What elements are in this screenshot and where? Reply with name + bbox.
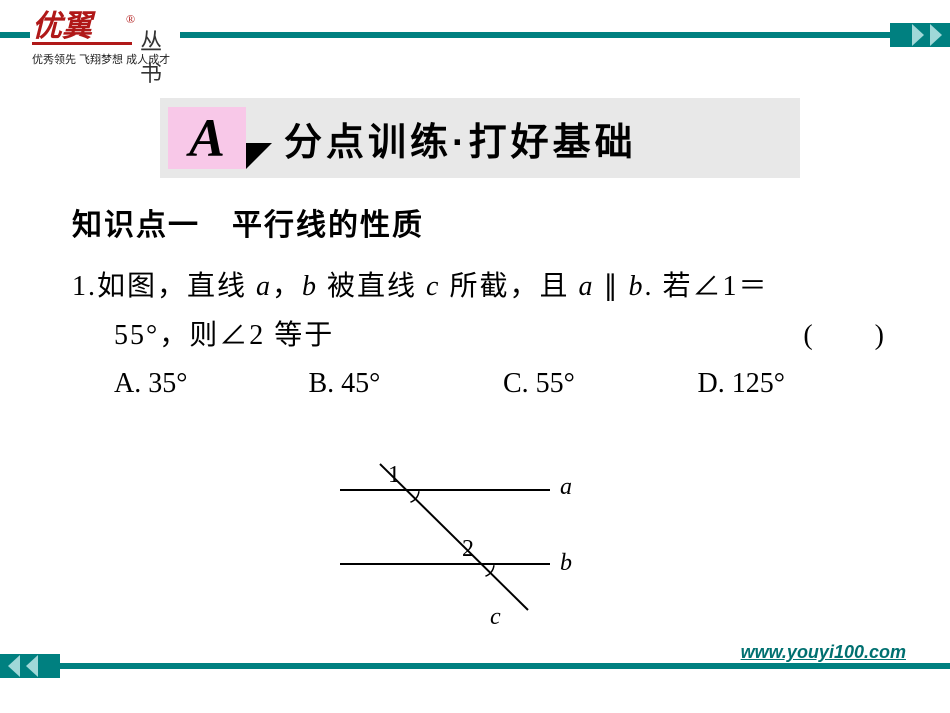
svg-text:2: 2 (462, 536, 474, 562)
svg-text:b: b (560, 550, 572, 576)
logo-registered-icon: ® (126, 12, 135, 27)
option-a: A. 35° (114, 368, 309, 400)
question-number: 1. (72, 271, 97, 302)
geometry-diagram: a b c 1 2 (320, 452, 640, 652)
banner-text: 分点训练·打好基础 (284, 111, 637, 166)
content-area: 知识点一 平行线的性质 1.如图，直线 a，b 被直线 c 所截，且 a ∥ b… (72, 200, 892, 400)
question-line-2: 55°，则∠2 等于 ( ) (72, 311, 892, 360)
svg-text:1: 1 (388, 462, 400, 488)
options-row: A. 35° B. 45° C. 55° D. 125° (72, 368, 892, 400)
svg-text:c: c (490, 604, 501, 630)
logo-sub-text: 丛书 (140, 24, 180, 88)
section-banner: A 分点训练·打好基础 (160, 98, 800, 178)
banner-letter-box: A (168, 107, 246, 169)
logo-block: 优翼 ® 丛书 优秀领先 飞翔梦想 成人成才 (30, 10, 180, 69)
bottom-border (0, 663, 950, 669)
banner-triangle-icon (246, 143, 272, 169)
option-d: D. 125° (698, 368, 893, 400)
option-b: B. 45° (309, 368, 504, 400)
top-arrow-decoration (890, 23, 950, 47)
answer-blank: ( ) (803, 311, 886, 360)
diagram-svg: a b c 1 2 (320, 452, 640, 652)
option-c: C. 55° (503, 368, 698, 400)
question-line-1: 1.如图，直线 a，b 被直线 c 所截，且 a ∥ b. 若∠1＝ (72, 262, 892, 311)
svg-text:a: a (560, 474, 572, 500)
bottom-arrow-decoration (0, 654, 60, 678)
footer-url: www.youyi100.com (737, 642, 910, 663)
knowledge-point-title: 知识点一 平行线的性质 (72, 200, 892, 244)
logo-main-text: 优翼 (32, 12, 132, 45)
